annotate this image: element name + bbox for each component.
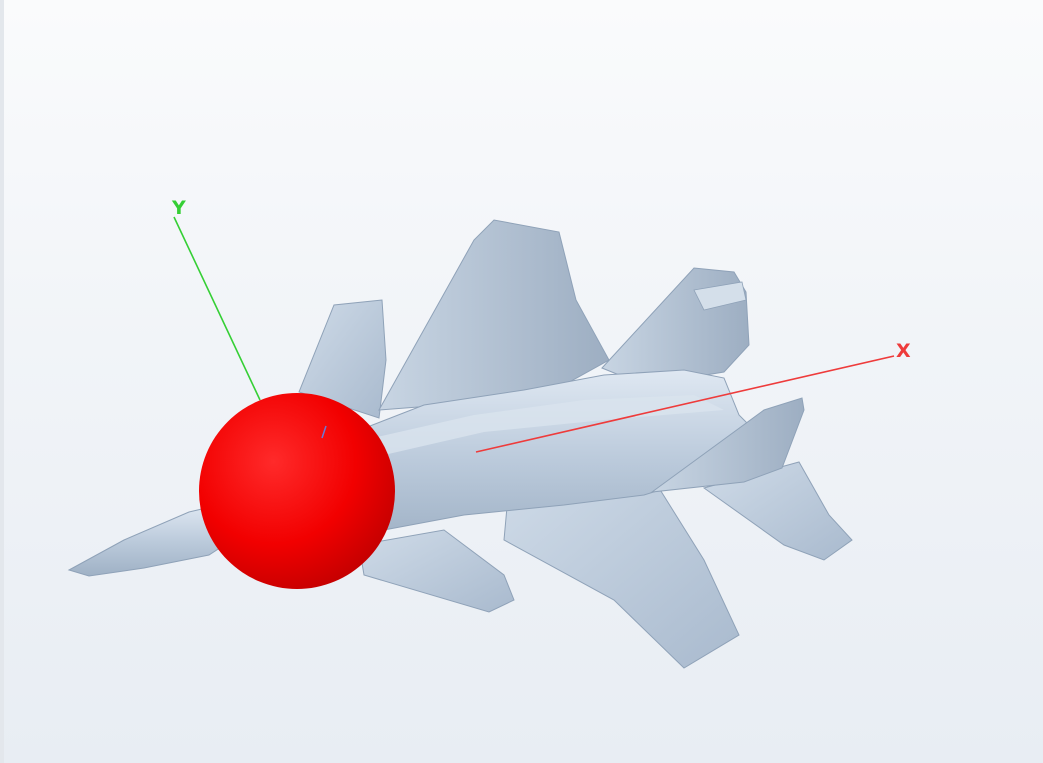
upper-canard	[298, 299, 387, 419]
rear-vertical-tail-edge	[693, 281, 747, 311]
aircraft-model[interactable]	[67, 219, 853, 669]
fuselage-ridge	[364, 395, 724, 455]
y-axis-line	[173, 216, 261, 401]
right-tail-stabilizer	[702, 461, 853, 561]
sphere-gizmo-tick	[321, 425, 327, 439]
y-axis-label: Y	[172, 197, 186, 219]
lower-vertical-tail	[650, 397, 805, 493]
x-axis-label: X	[896, 340, 911, 362]
x-axis-line	[475, 355, 895, 453]
scene-canvas[interactable]	[4, 0, 1043, 763]
red-sphere-marker[interactable]	[199, 393, 395, 589]
lower-canard	[358, 529, 515, 613]
